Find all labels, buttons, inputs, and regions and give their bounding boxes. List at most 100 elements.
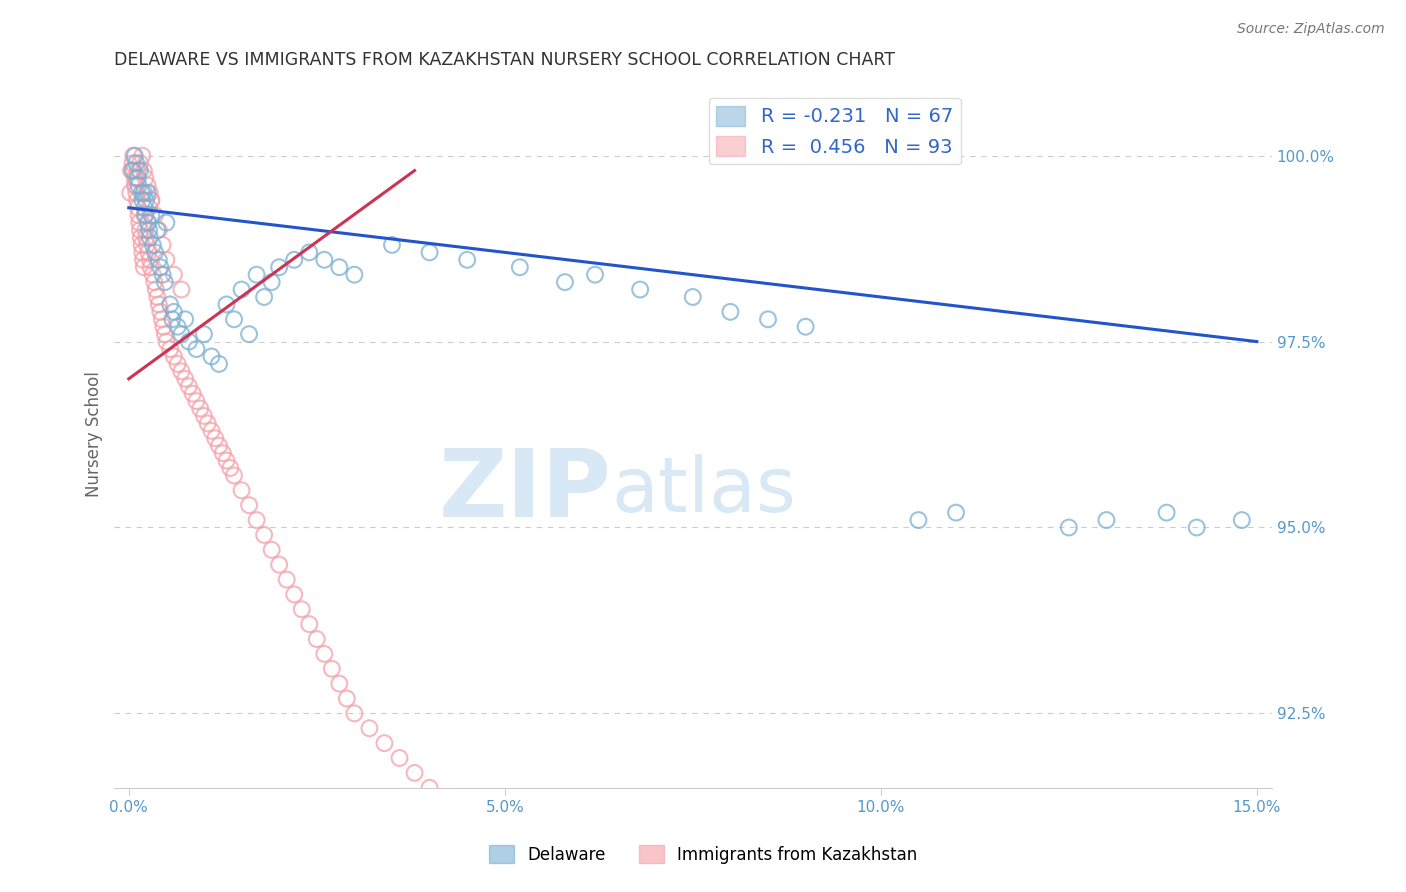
Point (186, 394, 208, 409)
Point (188, 401, 211, 416)
Point (1057, 520, 1080, 534)
Point (121, 163, 143, 178)
Point (163, 305, 186, 319)
Text: Source: ZipAtlas.com: Source: ZipAtlas.com (1237, 22, 1385, 37)
Point (131, 194, 153, 208)
Point (166, 357, 188, 371)
Point (141, 194, 163, 208)
Point (131, 245, 153, 260)
Point (174, 312, 197, 326)
Point (174, 372, 197, 386)
Point (381, 238, 404, 252)
Point (152, 268, 174, 282)
Point (215, 453, 238, 467)
Point (211, 446, 233, 460)
Point (907, 513, 929, 527)
Point (269, 558, 291, 572)
Point (208, 439, 231, 453)
Point (321, 662, 343, 676)
Point (124, 178, 146, 193)
Point (136, 186, 159, 200)
Point (125, 186, 148, 200)
Point (204, 431, 226, 445)
Point (124, 149, 146, 163)
Point (197, 417, 219, 431)
Point (328, 260, 350, 275)
Point (181, 386, 204, 401)
Point (139, 230, 162, 244)
Point (143, 275, 166, 289)
Point (328, 676, 350, 690)
Point (127, 163, 149, 178)
Point (291, 602, 314, 616)
Point (238, 498, 260, 512)
Point (121, 156, 143, 170)
Point (238, 327, 260, 342)
Point (177, 379, 200, 393)
Text: atlas: atlas (612, 454, 797, 528)
Point (283, 587, 305, 601)
Point (124, 178, 146, 193)
Point (128, 208, 150, 222)
Point (153, 275, 176, 289)
Text: ZIP: ZIP (439, 445, 612, 537)
Point (136, 178, 159, 193)
Point (143, 208, 166, 222)
Point (152, 319, 174, 334)
Point (135, 238, 157, 252)
Point (456, 252, 478, 267)
Point (163, 350, 186, 364)
Point (945, 506, 967, 520)
Point (314, 252, 336, 267)
Point (138, 201, 160, 215)
Point (170, 364, 193, 378)
Point (150, 312, 173, 326)
Point (146, 290, 169, 304)
Point (283, 252, 305, 267)
Point (246, 268, 269, 282)
Point (231, 283, 253, 297)
Point (131, 149, 153, 163)
Point (159, 342, 181, 356)
Point (142, 238, 165, 252)
Point (583, 268, 606, 282)
Point (134, 171, 156, 186)
Point (246, 513, 269, 527)
Point (125, 194, 148, 208)
Point (124, 171, 146, 186)
Point (136, 216, 159, 230)
Point (125, 171, 148, 186)
Point (145, 283, 167, 297)
Point (222, 468, 245, 483)
Point (153, 327, 176, 342)
Point (135, 194, 157, 208)
Point (509, 260, 531, 275)
Point (170, 283, 193, 297)
Point (682, 290, 704, 304)
Point (419, 780, 441, 795)
Point (628, 283, 651, 297)
Point (129, 156, 152, 170)
Point (142, 268, 165, 282)
Point (1156, 506, 1178, 520)
Point (756, 312, 779, 326)
Point (149, 260, 172, 275)
Point (132, 260, 155, 275)
Point (132, 186, 155, 200)
Point (136, 245, 159, 260)
Point (122, 149, 145, 163)
Point (373, 736, 395, 750)
Point (186, 342, 208, 356)
Point (177, 334, 200, 349)
Point (136, 216, 159, 230)
Point (314, 647, 336, 661)
Point (120, 186, 142, 200)
Point (125, 156, 148, 170)
Point (260, 542, 283, 557)
Point (134, 223, 156, 237)
Point (122, 163, 145, 178)
Point (131, 238, 153, 252)
Point (166, 319, 188, 334)
Point (128, 216, 150, 230)
Point (231, 483, 253, 498)
